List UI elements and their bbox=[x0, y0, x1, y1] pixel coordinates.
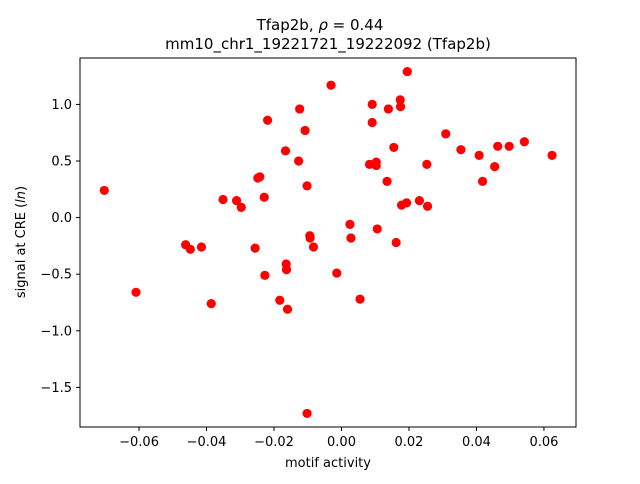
data-point bbox=[345, 219, 355, 229]
data-point bbox=[477, 176, 488, 186]
data-point bbox=[383, 104, 393, 114]
data-point bbox=[372, 224, 382, 234]
y-tick-label: −1.5 bbox=[40, 381, 72, 396]
data-point bbox=[395, 95, 405, 105]
x-tick-label: −0.04 bbox=[187, 435, 227, 450]
data-point bbox=[308, 242, 319, 252]
data-point bbox=[414, 196, 425, 206]
data-point bbox=[302, 181, 312, 191]
data-point bbox=[250, 243, 260, 253]
data-point bbox=[196, 242, 207, 252]
data-point bbox=[326, 80, 336, 90]
data-point bbox=[218, 194, 228, 205]
data-point bbox=[391, 237, 401, 248]
x-tick-label: −0.02 bbox=[254, 435, 294, 450]
data-point bbox=[422, 159, 432, 169]
title-gene: Tfap2b, bbox=[256, 16, 319, 34]
data-point bbox=[402, 198, 412, 208]
data-point bbox=[547, 150, 557, 160]
data-point bbox=[422, 201, 433, 211]
title-rho-symbol: ρ bbox=[318, 16, 328, 34]
data-point bbox=[474, 150, 484, 160]
plot-frame bbox=[79, 57, 577, 428]
data-point bbox=[355, 294, 365, 304]
data-point bbox=[185, 244, 195, 254]
x-axis-ticks: −0.06 −0.04 −0.02 0.00 0.02 0.04 0.06 bbox=[119, 427, 558, 450]
data-point bbox=[231, 196, 242, 206]
data-point bbox=[389, 142, 399, 153]
data-point bbox=[281, 265, 292, 275]
data-point bbox=[99, 185, 109, 196]
data-point bbox=[305, 233, 315, 243]
data-point bbox=[382, 176, 392, 186]
data-point bbox=[260, 270, 270, 280]
data-point bbox=[346, 233, 356, 243]
data-point bbox=[519, 137, 529, 147]
data-point bbox=[402, 66, 412, 77]
data-point bbox=[300, 125, 310, 136]
data-point bbox=[131, 287, 141, 297]
data-point bbox=[441, 129, 451, 139]
y-axis-ticks: −1.5 −1.0 −0.5 0.0 0.5 1.0 bbox=[40, 98, 80, 396]
data-point bbox=[302, 408, 312, 419]
data-point bbox=[259, 192, 269, 202]
data-point bbox=[371, 160, 381, 171]
data-point bbox=[255, 172, 265, 182]
y-tick-label: 0.5 bbox=[51, 155, 72, 170]
x-tick-label: 0.02 bbox=[395, 435, 424, 450]
data-point bbox=[504, 141, 514, 151]
chart-title-line2: mm10_chr1_19221721_19222092 (Tfap2b) bbox=[165, 35, 491, 54]
data-point bbox=[275, 295, 285, 305]
title-rho-value: = 0.44 bbox=[328, 16, 384, 34]
y-axis-label-prefix: signal at CRE ( bbox=[14, 203, 29, 298]
data-point bbox=[206, 299, 216, 309]
data-point bbox=[263, 115, 273, 125]
y-tick-label: −0.5 bbox=[40, 268, 72, 283]
y-tick-label: 0.0 bbox=[51, 211, 72, 226]
y-axis-label-italic: ln bbox=[14, 191, 29, 203]
data-point bbox=[456, 145, 466, 155]
data-point bbox=[395, 102, 406, 112]
data-point bbox=[294, 156, 304, 166]
y-tick-label: −1.0 bbox=[40, 324, 72, 339]
data-point bbox=[332, 268, 342, 278]
x-tick-label: 0.04 bbox=[462, 435, 491, 450]
chart-title-line1: Tfap2b, ρ = 0.44 bbox=[256, 16, 384, 34]
data-point bbox=[280, 146, 291, 156]
data-point bbox=[367, 99, 377, 110]
data-point bbox=[236, 202, 246, 213]
x-axis-label: motif activity bbox=[285, 456, 371, 471]
y-axis-label-suffix: ) bbox=[14, 186, 29, 191]
data-points bbox=[99, 66, 557, 419]
x-tick-label: −0.06 bbox=[119, 435, 159, 450]
y-tick-label: 1.0 bbox=[51, 98, 72, 113]
data-point bbox=[367, 117, 377, 128]
y-axis-label: signal at CRE (ln) bbox=[14, 186, 29, 298]
x-tick-label: 0.06 bbox=[529, 435, 558, 450]
chart-title: Tfap2b, ρ = 0.44 mm10_chr1_19221721_1922… bbox=[165, 16, 491, 54]
data-point bbox=[493, 141, 503, 151]
x-tick-label: 0.00 bbox=[327, 435, 356, 450]
data-point bbox=[490, 162, 500, 172]
data-point bbox=[282, 304, 293, 314]
data-point bbox=[295, 104, 305, 114]
